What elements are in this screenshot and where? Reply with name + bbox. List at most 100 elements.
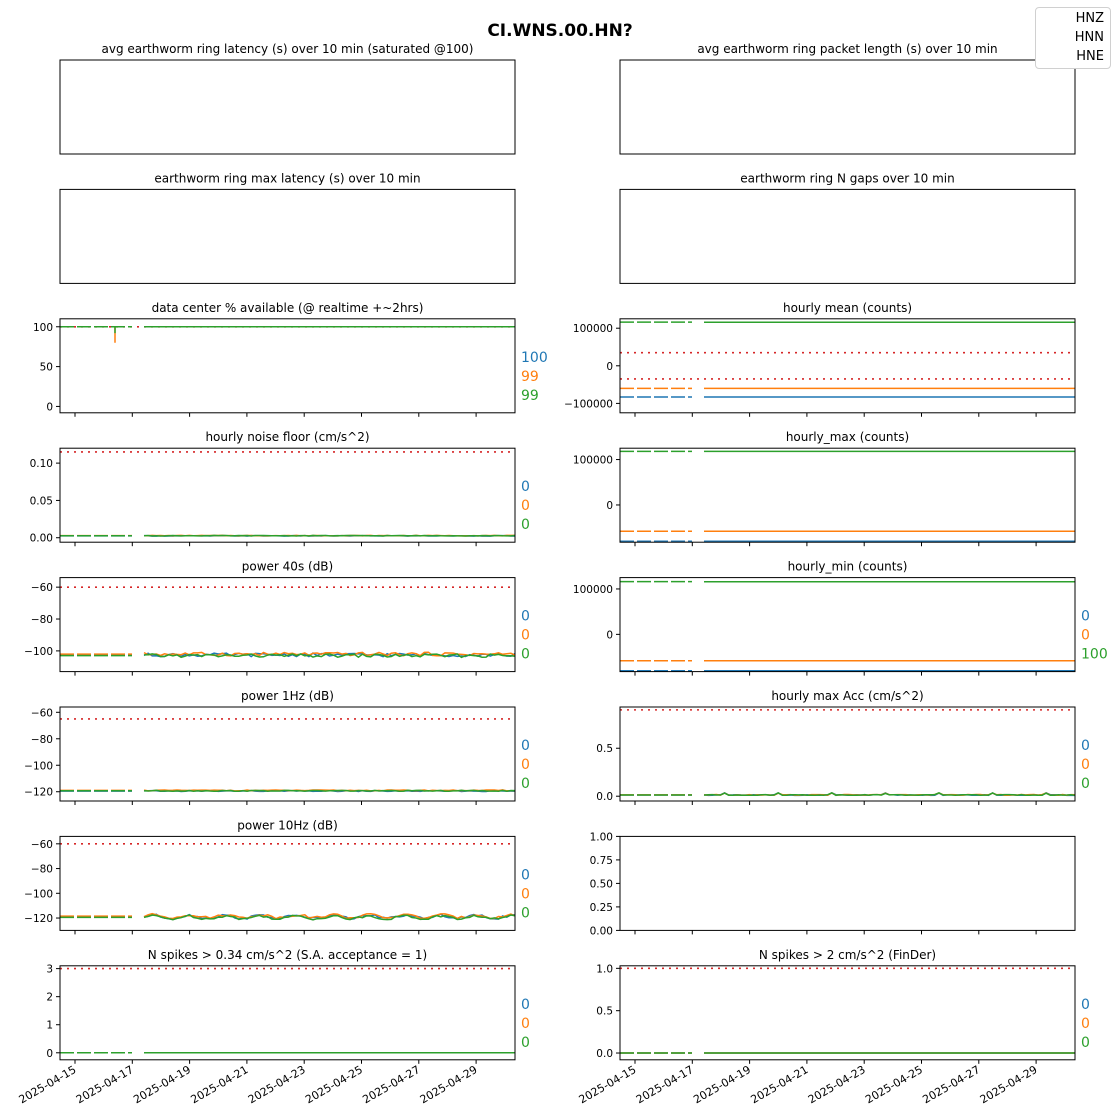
- panel-frame: [619, 577, 1076, 673]
- panel-title: avg earthworm ring latency (s) over 10 m…: [102, 42, 474, 56]
- panel-title: hourly max Acc (cm/s^2): [771, 689, 923, 703]
- status-value: 99: [521, 369, 539, 385]
- figure-title: CI.WNS.00.HN?: [487, 21, 632, 41]
- x-tick-label: 2025-04-29: [418, 1063, 480, 1106]
- panel-spk034: N spikes > 0.34 cm/s^2 (S.A. acceptance …: [17, 948, 530, 1107]
- x-tick-label: 2025-04-19: [691, 1063, 753, 1106]
- y-tick-label: 0: [46, 401, 53, 413]
- panel-frame: [619, 59, 1076, 155]
- y-tick-label: 0.0: [596, 1048, 613, 1060]
- panel-title: hourly noise floor (cm/s^2): [205, 430, 369, 444]
- status-value: 0: [1081, 628, 1090, 644]
- y-tick-label: 0.50: [590, 878, 613, 890]
- y-tick-label: −60: [31, 839, 53, 851]
- panel-noise: hourly noise floor (cm/s^2) 0.00 0.05 0.10 0…: [30, 430, 530, 547]
- y-tick-label: 100000: [573, 455, 613, 467]
- status-value: 0: [1081, 997, 1090, 1013]
- y-tick-label: 0.10: [30, 458, 53, 470]
- panel-data: [620, 450, 1075, 543]
- y-tick-label: 100000: [573, 323, 613, 335]
- panel-hmaxacc: hourly max Acc (cm/s^2) 0.0 0.5 0 0 0: [596, 689, 1090, 805]
- status-value: 0: [521, 479, 530, 495]
- panel-frame: [59, 835, 516, 931]
- y-tick-label: 50: [40, 362, 53, 374]
- panel-pkt-len: avg earthworm ring packet length (s) ove…: [619, 42, 1076, 155]
- panel-data: [60, 718, 515, 793]
- panel-blank: 0.00 0.25 0.50 0.75 1.00: [590, 831, 1076, 937]
- panel-frame: [59, 447, 516, 543]
- status-value: 0: [521, 498, 530, 514]
- legend-item-hnz: HNZ: [1075, 11, 1104, 26]
- y-tick-label: 0: [606, 361, 613, 373]
- status-value: 0: [1081, 1016, 1090, 1032]
- panel-frame: [59, 318, 516, 414]
- panel-frame: [619, 318, 1076, 414]
- panel-title: N spikes > 0.34 cm/s^2 (S.A. acceptance …: [148, 948, 427, 962]
- status-value: 0: [521, 738, 530, 754]
- panel-frame: [619, 965, 1076, 1061]
- panel-p10: power 10Hz (dB) −120 −100 −80 −60 0 0 0: [24, 818, 530, 935]
- status-value: 0: [521, 628, 530, 644]
- y-tick-label: 1: [46, 1020, 53, 1032]
- panel-p1: power 1Hz (dB) −120 −100 −80 −60 0 0 0: [24, 689, 530, 805]
- y-tick-label: −120: [24, 913, 53, 925]
- y-tick-label: 1.0: [596, 963, 613, 975]
- legend-item-hnn: HNN: [1074, 30, 1104, 45]
- y-tick-label: 0: [606, 629, 613, 641]
- status-value: 0: [1081, 757, 1090, 773]
- x-tick-label: 2025-04-29: [978, 1063, 1040, 1106]
- panel-frame: [619, 188, 1076, 284]
- series-line-hne: [143, 914, 515, 921]
- panel-data: [620, 580, 1075, 672]
- panel-hmax: hourly_max (counts) 0 100000: [573, 430, 1076, 547]
- series-line-hne: [703, 791, 1075, 797]
- panel-frame: [59, 577, 516, 673]
- panel-frame: [619, 447, 1076, 543]
- panels: avg earthworm ring latency (s) over 10 m…: [17, 42, 1108, 1106]
- x-tick-label: 2025-04-15: [577, 1063, 639, 1106]
- x-tick-label: 2025-04-23: [246, 1063, 308, 1106]
- status-value: 0: [1081, 738, 1090, 754]
- panel-title: hourly mean (counts): [783, 301, 912, 315]
- y-tick-label: −60: [31, 582, 53, 594]
- y-tick-label: 0.75: [590, 855, 613, 867]
- y-tick-label: −100: [24, 888, 53, 900]
- status-value: 99: [521, 388, 539, 404]
- panel-data: [620, 967, 1075, 1054]
- panel-data: [60, 967, 515, 1054]
- x-tick-label: 2025-04-23: [806, 1063, 868, 1106]
- x-tick-label: 2025-04-25: [303, 1063, 365, 1106]
- panel-lat-max: earthworm ring max latency (s) over 10 m…: [59, 171, 516, 284]
- y-tick-label: −100000: [564, 398, 613, 410]
- panel-lat-avg: avg earthworm ring latency (s) over 10 m…: [59, 42, 516, 155]
- panel-data: [620, 321, 1075, 398]
- y-tick-label: 0.00: [590, 925, 613, 937]
- panel-data: [60, 325, 515, 343]
- panel-avail: data center % available (@ realtime +~2h…: [33, 301, 548, 417]
- panel-frame: [619, 835, 1076, 931]
- panel-title: power 1Hz (dB): [241, 689, 334, 703]
- x-tick-label: 2025-04-27: [920, 1063, 982, 1106]
- legend-item-hne: HNE: [1076, 49, 1104, 64]
- x-tick-label: 2025-04-19: [131, 1063, 193, 1106]
- y-tick-label: 100: [33, 322, 53, 334]
- status-value: 0: [1081, 776, 1090, 792]
- series-line-hne: [143, 653, 515, 659]
- panel-n-gaps: earthworm ring N gaps over 10 min: [619, 171, 1076, 284]
- x-tick-label: 2025-04-25: [863, 1063, 925, 1106]
- series-line-hne: [143, 789, 515, 792]
- y-tick-label: 0.25: [590, 902, 613, 914]
- series-line-hnn: [143, 912, 515, 920]
- y-tick-label: 2: [46, 992, 53, 1004]
- status-value: 100: [521, 350, 548, 366]
- panel-hmin: hourly_min (counts) 0 100000 0 0 100: [573, 560, 1108, 676]
- y-tick-label: 0: [46, 1048, 53, 1060]
- y-tick-label: 0.5: [596, 743, 613, 755]
- panel-title: data center % available (@ realtime +~2h…: [152, 301, 424, 315]
- y-tick-label: −100: [24, 760, 53, 772]
- panel-frame: [619, 706, 1076, 802]
- panel-title: avg earthworm ring packet length (s) ove…: [697, 42, 997, 56]
- panel-title: hourly_max (counts): [786, 430, 909, 444]
- panel-frame: [59, 706, 516, 802]
